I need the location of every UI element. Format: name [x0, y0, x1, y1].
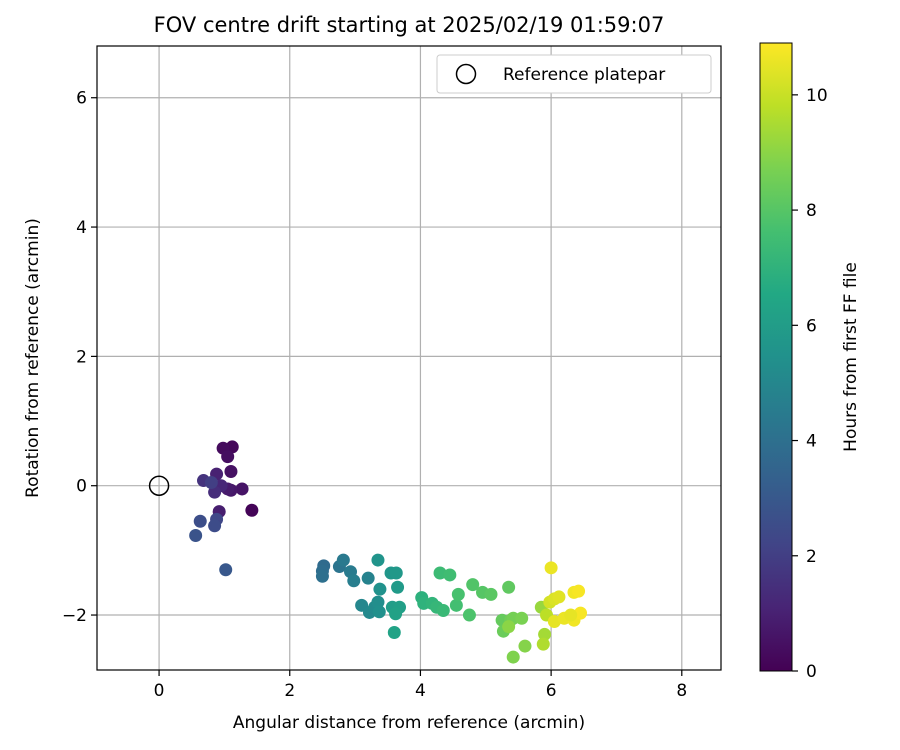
- points: [148, 440, 588, 664]
- data-point: [443, 568, 457, 582]
- data-point: [466, 578, 480, 592]
- data-point: [235, 482, 249, 496]
- data-point: [224, 464, 238, 478]
- data-point: [484, 587, 498, 601]
- colorbar-tick-label: 0: [806, 662, 817, 682]
- data-point: [371, 553, 385, 567]
- data-point: [391, 580, 405, 594]
- data-point: [518, 639, 532, 653]
- data-point: [208, 519, 222, 533]
- colorbar-tick-label: 4: [806, 432, 817, 452]
- data-point: [515, 611, 529, 625]
- data-point: [544, 561, 558, 575]
- data-point: [564, 608, 578, 622]
- x-tick-label: 4: [415, 681, 426, 701]
- colorbar-tick-label: 6: [806, 316, 817, 336]
- data-point: [572, 584, 586, 598]
- data-point: [502, 580, 516, 594]
- colorbar-ticks: 0 2 4 6 8 10: [792, 86, 828, 682]
- data-point: [219, 563, 233, 577]
- colorbar-gradient: [759, 42, 793, 672]
- colorbar-tick-label: 8: [806, 201, 817, 221]
- data-point: [389, 607, 403, 621]
- grid: [97, 46, 721, 670]
- x-tick-label: 2: [284, 681, 295, 701]
- data-point: [189, 529, 203, 543]
- y-tick-label: −2: [62, 606, 87, 626]
- data-point: [449, 598, 463, 612]
- data-point: [436, 604, 450, 618]
- data-point: [538, 627, 552, 641]
- data-point: [552, 590, 566, 604]
- y-axis-label: Rotation from reference (arcmin): [23, 218, 43, 498]
- data-point: [361, 571, 375, 585]
- y-tick-label: 6: [76, 89, 87, 109]
- data-point: [462, 608, 476, 622]
- legend-box: [436, 54, 712, 94]
- data-point: [574, 606, 588, 620]
- data-point: [347, 574, 361, 588]
- colorbar: 0 2 4 6 8 10 Hours from first FF file: [759, 42, 861, 682]
- x-axis-label: Angular distance from reference (arcmin): [233, 713, 585, 733]
- data-point: [433, 566, 447, 580]
- y-tick-label: 0: [76, 477, 87, 497]
- data-point: [373, 582, 387, 596]
- plot-frame: [96, 45, 722, 671]
- y-tick-label: 4: [76, 218, 87, 238]
- data-point: [372, 605, 386, 619]
- y-ticks: −2 0 2 4 6: [62, 89, 97, 626]
- data-point: [451, 587, 465, 601]
- data-point: [221, 450, 235, 464]
- colorbar-tick-label: 2: [806, 547, 817, 567]
- data-point: [502, 620, 516, 634]
- x-tick-label: 0: [154, 681, 165, 701]
- legend: Reference platepar: [436, 54, 712, 94]
- data-point: [204, 475, 218, 489]
- reference-platepar-marker: [148, 475, 170, 496]
- data-point: [536, 637, 550, 651]
- data-point: [193, 514, 207, 528]
- x-tick-label: 8: [676, 681, 687, 701]
- data-point: [336, 553, 350, 567]
- data-point: [506, 650, 520, 664]
- data-point: [371, 595, 385, 609]
- chart-title: FOV centre drift starting at 2025/02/19 …: [154, 13, 665, 37]
- legend-entry-reference-platepar: Reference platepar: [503, 65, 665, 85]
- data-point: [387, 625, 401, 639]
- x-ticks: 0 2 4 6 8: [154, 670, 687, 701]
- data-point: [389, 566, 403, 580]
- legend-marker: [455, 63, 477, 85]
- data-point: [245, 503, 259, 517]
- x-tick-label: 6: [546, 681, 557, 701]
- y-tick-label: 2: [76, 347, 87, 367]
- data-point: [547, 615, 561, 629]
- colorbar-label: Hours from first FF file: [841, 262, 861, 452]
- colorbar-tick-label: 10: [806, 86, 828, 106]
- data-point: [315, 569, 329, 583]
